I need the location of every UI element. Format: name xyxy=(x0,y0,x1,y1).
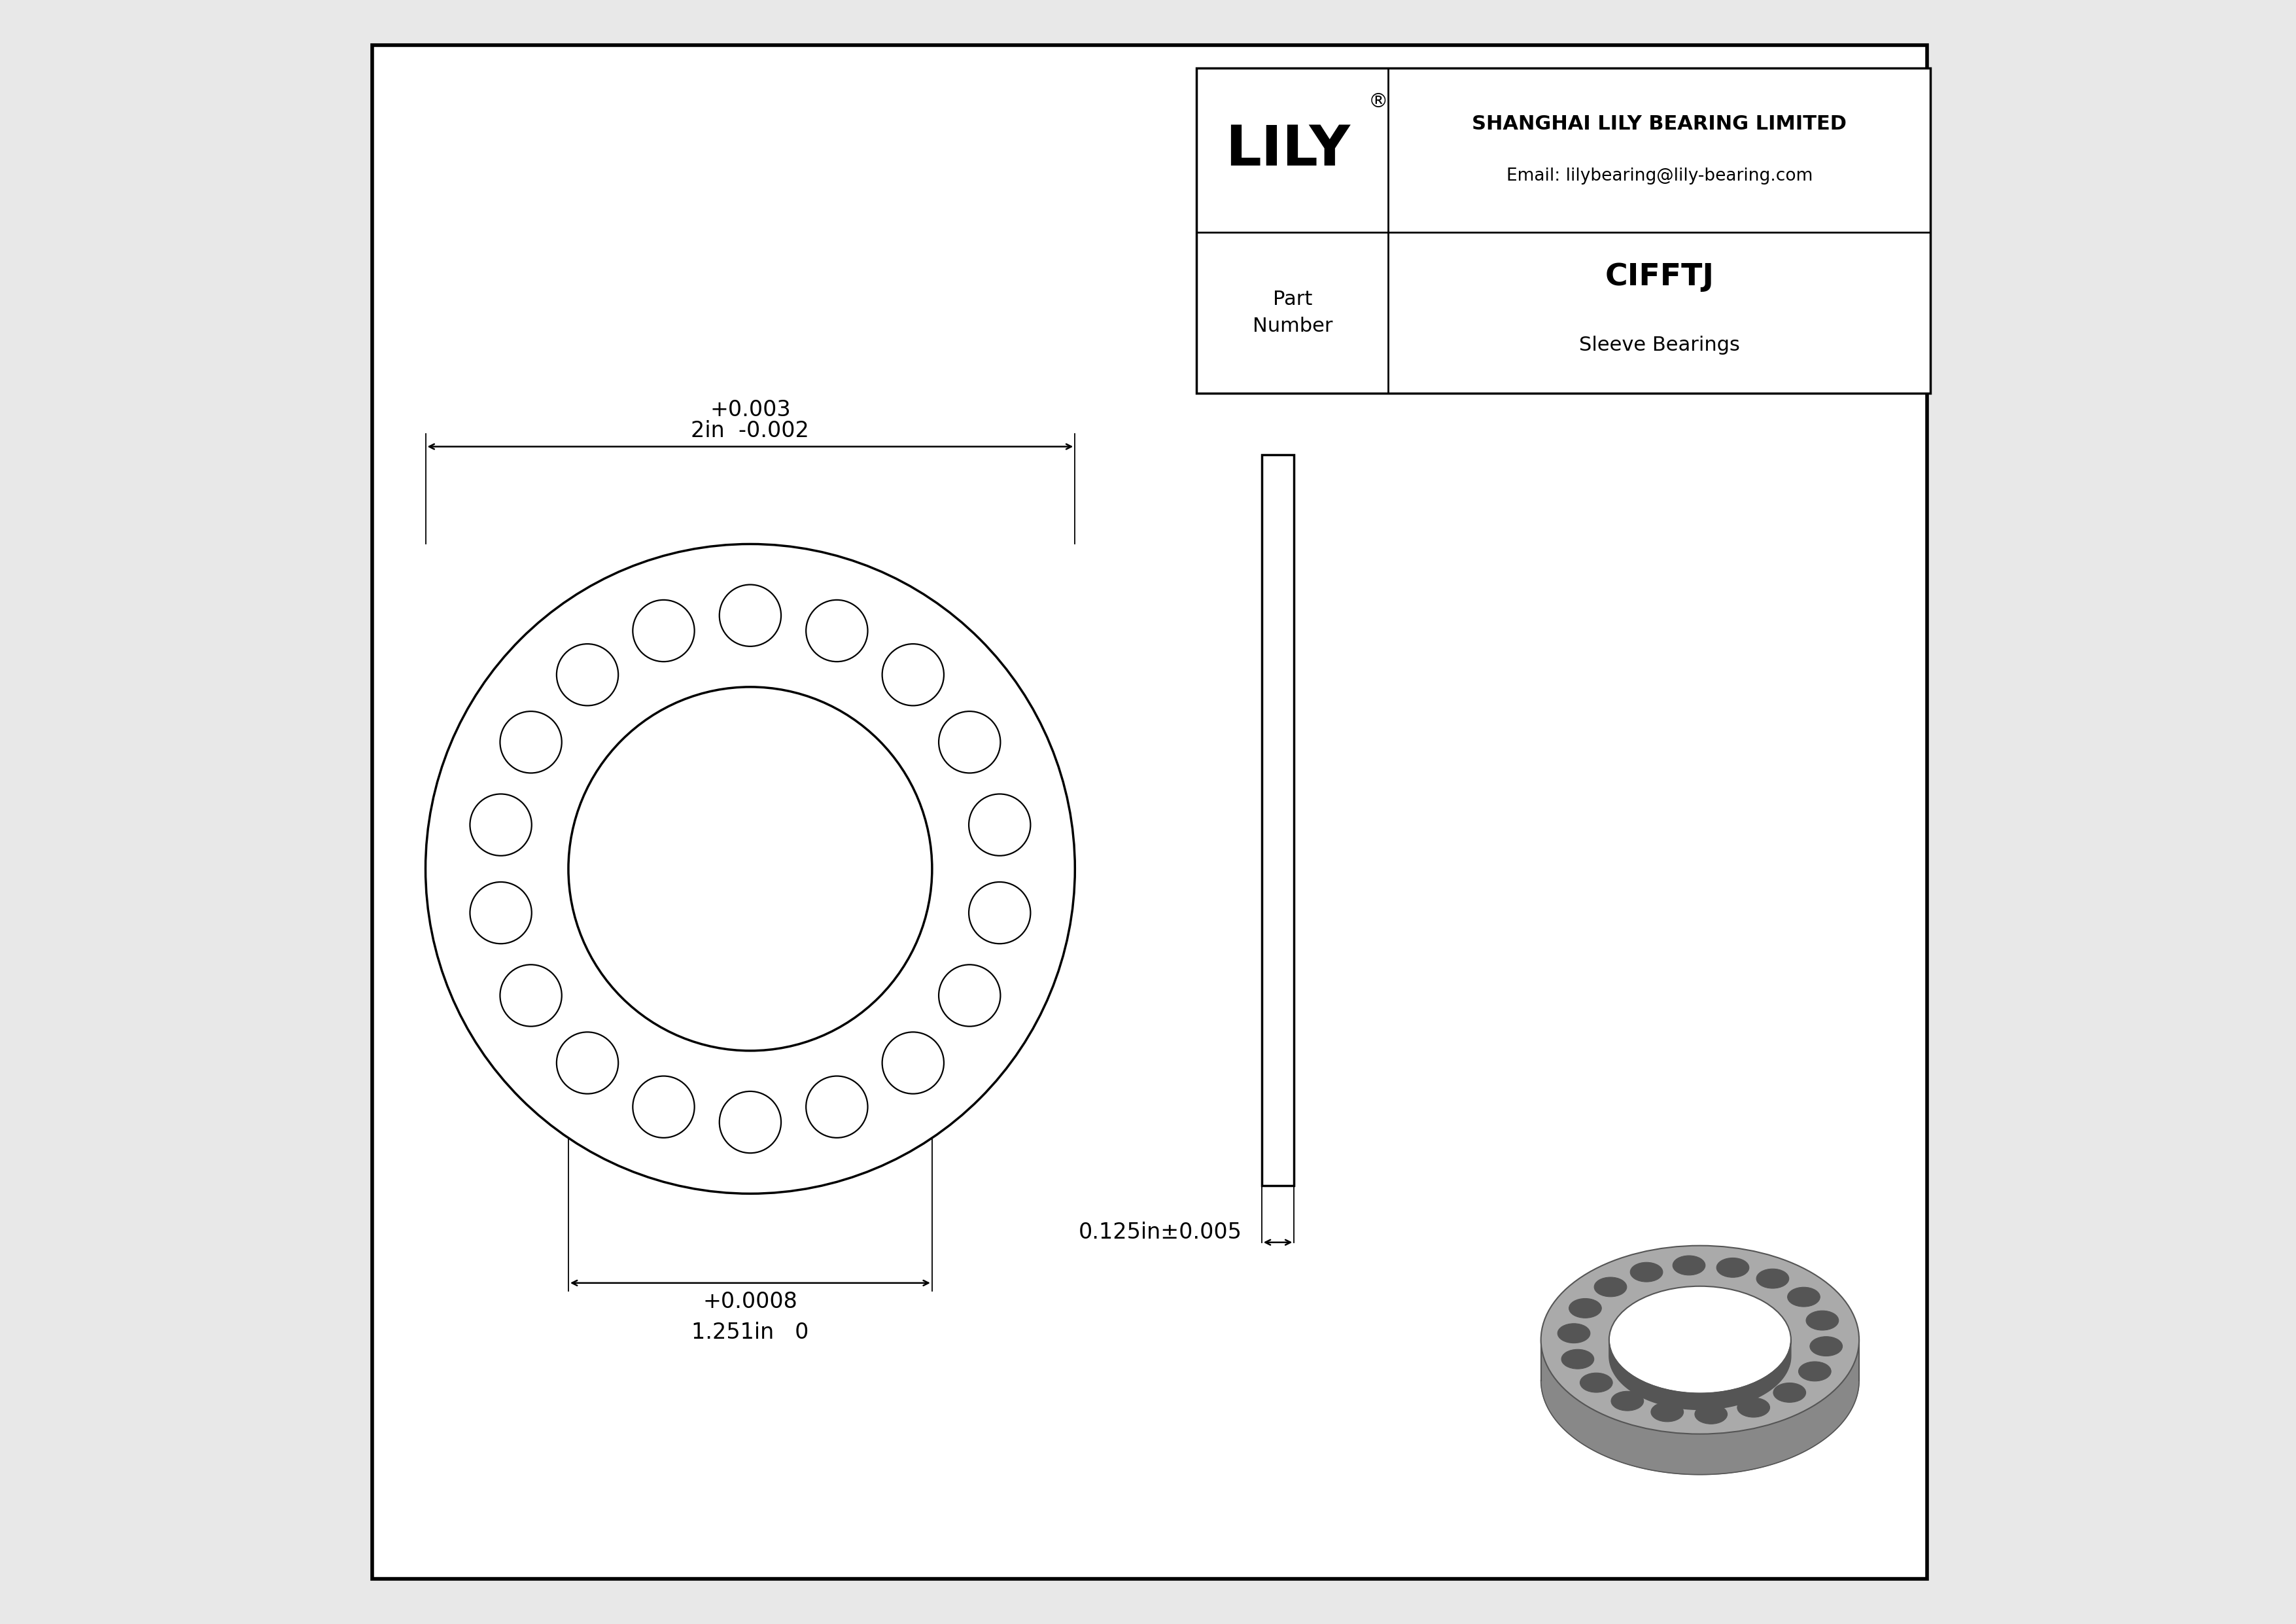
Ellipse shape xyxy=(1630,1262,1662,1281)
Text: ®: ® xyxy=(1368,93,1389,110)
Ellipse shape xyxy=(1717,1259,1750,1278)
Ellipse shape xyxy=(1773,1384,1805,1403)
Ellipse shape xyxy=(1580,1372,1612,1392)
Ellipse shape xyxy=(1809,1337,1841,1356)
Text: Email: lilybearing@lily-bearing.com: Email: lilybearing@lily-bearing.com xyxy=(1506,167,1812,185)
Ellipse shape xyxy=(1694,1405,1727,1424)
FancyBboxPatch shape xyxy=(1261,455,1295,1186)
Ellipse shape xyxy=(1568,1299,1603,1319)
Text: 0.125in±0.005: 0.125in±0.005 xyxy=(1079,1221,1242,1244)
Text: Part
Number: Part Number xyxy=(1251,289,1332,336)
Circle shape xyxy=(806,599,868,661)
Text: Sleeve Bearings: Sleeve Bearings xyxy=(1580,336,1740,354)
Circle shape xyxy=(882,1033,944,1095)
Ellipse shape xyxy=(1593,1276,1626,1296)
Ellipse shape xyxy=(1789,1288,1821,1307)
Ellipse shape xyxy=(1561,1350,1593,1369)
Ellipse shape xyxy=(1612,1392,1644,1411)
Circle shape xyxy=(882,643,944,705)
Circle shape xyxy=(969,882,1031,944)
Circle shape xyxy=(569,687,932,1051)
Text: LILY: LILY xyxy=(1226,123,1350,177)
Ellipse shape xyxy=(1756,1268,1789,1288)
Ellipse shape xyxy=(1541,1246,1860,1434)
Ellipse shape xyxy=(1557,1324,1591,1343)
FancyBboxPatch shape xyxy=(372,45,1926,1579)
Ellipse shape xyxy=(1798,1361,1830,1380)
Circle shape xyxy=(556,643,618,705)
Text: 2in  -0.002: 2in -0.002 xyxy=(691,421,810,442)
Text: 1.251in   0: 1.251in 0 xyxy=(691,1322,808,1343)
Ellipse shape xyxy=(1651,1402,1683,1421)
Text: +0.0008: +0.0008 xyxy=(703,1291,797,1312)
Circle shape xyxy=(471,794,533,856)
Circle shape xyxy=(501,711,563,773)
Ellipse shape xyxy=(1609,1286,1791,1393)
Circle shape xyxy=(556,1033,618,1095)
Circle shape xyxy=(425,544,1075,1194)
Ellipse shape xyxy=(1738,1398,1770,1418)
Circle shape xyxy=(939,711,1001,773)
Circle shape xyxy=(719,585,781,646)
Circle shape xyxy=(939,965,1001,1026)
Text: +0.003: +0.003 xyxy=(709,400,790,421)
Circle shape xyxy=(501,965,563,1026)
Ellipse shape xyxy=(1674,1255,1706,1275)
Circle shape xyxy=(634,599,693,661)
Circle shape xyxy=(806,1077,868,1138)
Circle shape xyxy=(969,794,1031,856)
Circle shape xyxy=(471,882,533,944)
Polygon shape xyxy=(1541,1340,1860,1475)
Text: SHANGHAI LILY BEARING LIMITED: SHANGHAI LILY BEARING LIMITED xyxy=(1472,115,1846,133)
Circle shape xyxy=(634,1077,693,1138)
Circle shape xyxy=(719,1091,781,1153)
Polygon shape xyxy=(1609,1340,1791,1410)
Ellipse shape xyxy=(1807,1311,1839,1330)
Text: CIFFTJ: CIFFTJ xyxy=(1605,261,1715,292)
FancyBboxPatch shape xyxy=(1196,68,1931,393)
